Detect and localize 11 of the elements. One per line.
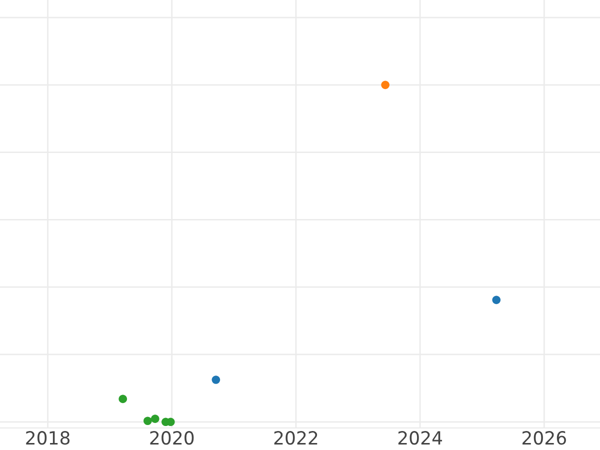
point — [492, 296, 501, 304]
x-tick-label: 2022 — [274, 431, 318, 445]
x-tick-label: 2020 — [150, 431, 194, 445]
point — [381, 80, 390, 90]
point — [212, 376, 220, 384]
point — [150, 414, 160, 424]
x-tick-label: 2018 — [26, 431, 70, 445]
point — [144, 416, 152, 426]
x-tick-label: 2026 — [522, 431, 566, 445]
point — [118, 394, 128, 404]
x-tick-label: 2024 — [398, 431, 442, 445]
